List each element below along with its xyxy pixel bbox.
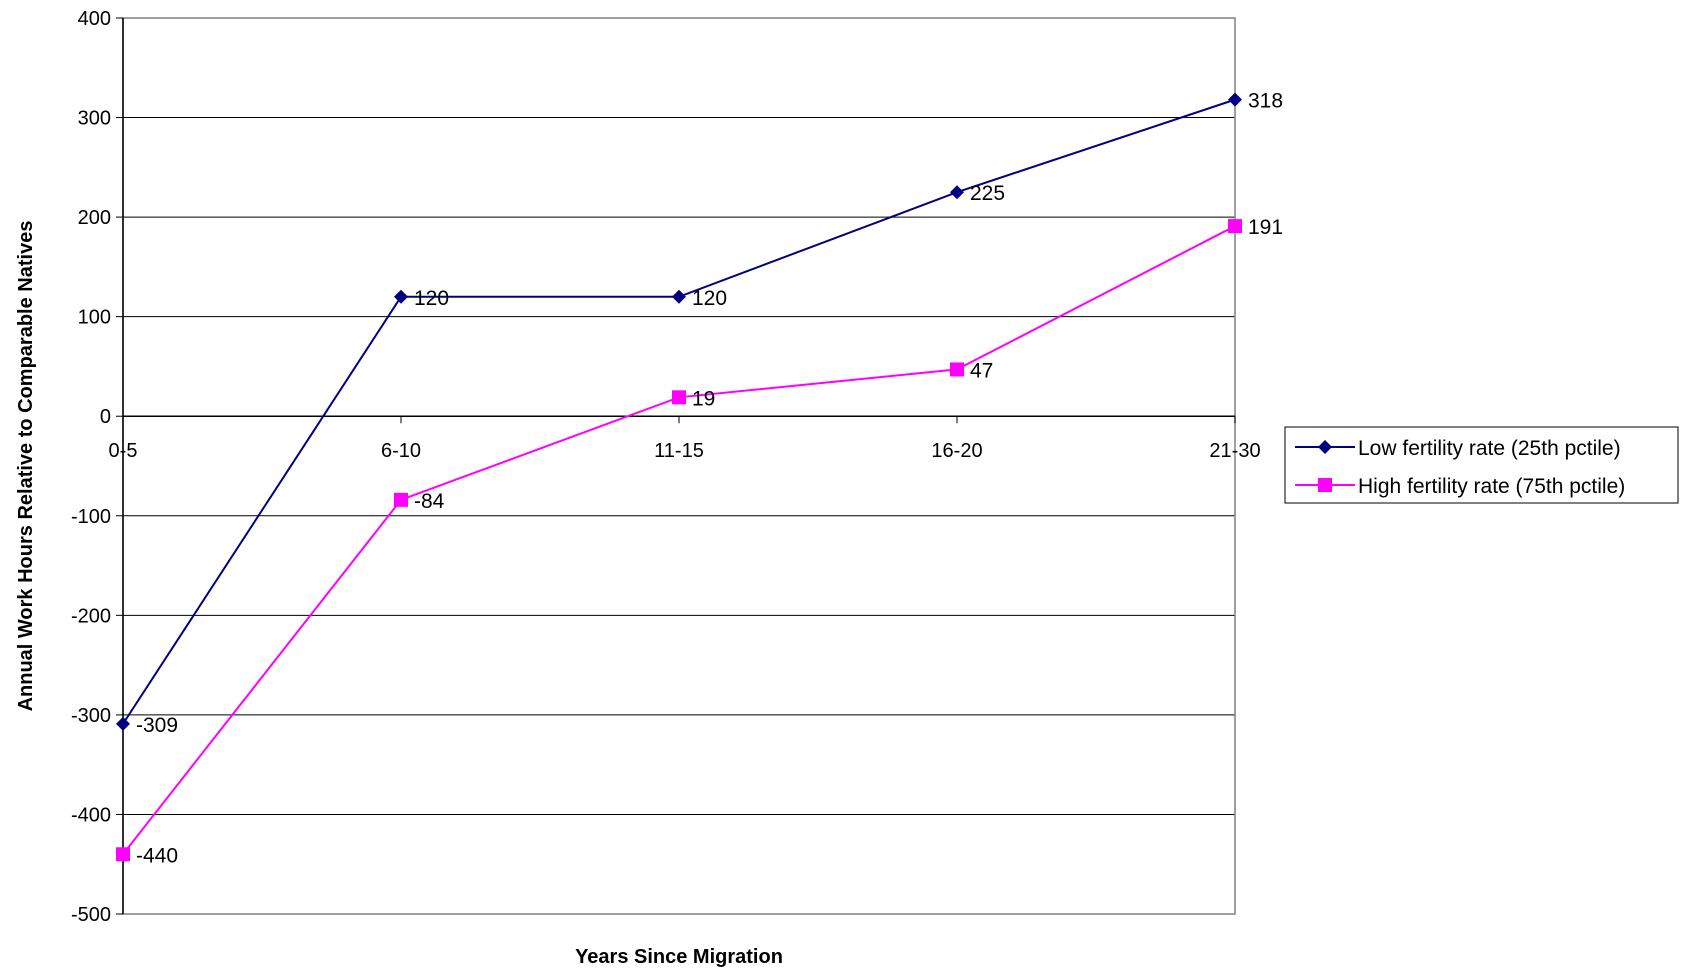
y-tick-label: 300 <box>78 108 111 130</box>
data-label: 47 <box>970 359 993 382</box>
x-tick-label: 21-30 <box>1209 440 1260 462</box>
x-axis-title: Years Since Migration <box>575 946 783 968</box>
axes <box>116 17 1236 915</box>
data-label: -440 <box>136 844 178 867</box>
legend-marker-diamond <box>1318 440 1332 454</box>
y-tick-label: 200 <box>78 207 111 229</box>
y-tick-label: -300 <box>71 705 111 727</box>
data-label: 120 <box>414 287 449 310</box>
data-point-diamond <box>116 716 130 731</box>
y-tick-label: -200 <box>71 605 111 627</box>
data-point-square <box>394 492 408 507</box>
y-tick-label: -500 <box>71 904 111 926</box>
data-label: -84 <box>414 490 445 513</box>
legend: Low fertility rate (25th pctile) High fer… <box>1284 426 1679 504</box>
data-label: 191 <box>1248 216 1283 239</box>
data-point-diamond <box>950 185 964 200</box>
data-point-square <box>1228 219 1242 234</box>
y-tick-labels: 400 300 200 100 0 -100 -200 -300 -400 -500 <box>71 8 111 926</box>
y-tick-label: 100 <box>78 307 111 329</box>
data-point-square <box>116 847 130 862</box>
data-labels: -309 120 120 225 318 -440 -84 19 47 191 <box>136 90 1283 868</box>
data-label: 225 <box>970 182 1005 205</box>
data-point-diamond <box>394 289 408 304</box>
data-point-diamond <box>672 289 686 304</box>
y-tick-label: 400 <box>78 8 111 30</box>
data-point-square <box>672 390 686 405</box>
y-tick-label: -400 <box>71 804 111 826</box>
data-point-diamond <box>1228 92 1242 107</box>
x-tick-label: 0-5 <box>109 440 138 462</box>
legend-frame <box>1284 426 1679 504</box>
series-line <box>122 225 1236 855</box>
x-tick-labels: 0-5 6-10 11-15 16-20 21-30 <box>109 440 1261 462</box>
y-tick-label: 0 <box>100 406 111 428</box>
legend-label: Low fertility rate (25th pctile) <box>1358 437 1621 460</box>
y-tick-label: -100 <box>71 506 111 528</box>
data-point-square <box>950 362 964 377</box>
x-tick-label: 16-20 <box>931 440 982 462</box>
x-tick-label: 6-10 <box>381 440 421 462</box>
legend-marker-square <box>1318 478 1332 492</box>
data-label: 19 <box>692 387 715 410</box>
data-label: 318 <box>1248 90 1283 113</box>
y-axis-title: Annual Work Hours Relative to Comparable… <box>15 221 37 712</box>
legend-label: High fertility rate (75th pctile) <box>1358 475 1625 498</box>
series-line <box>122 98 1236 725</box>
series-layer <box>116 92 1242 862</box>
data-label: -309 <box>136 714 178 737</box>
data-label: 120 <box>692 287 727 310</box>
x-tick-label: 11-15 <box>654 440 704 462</box>
